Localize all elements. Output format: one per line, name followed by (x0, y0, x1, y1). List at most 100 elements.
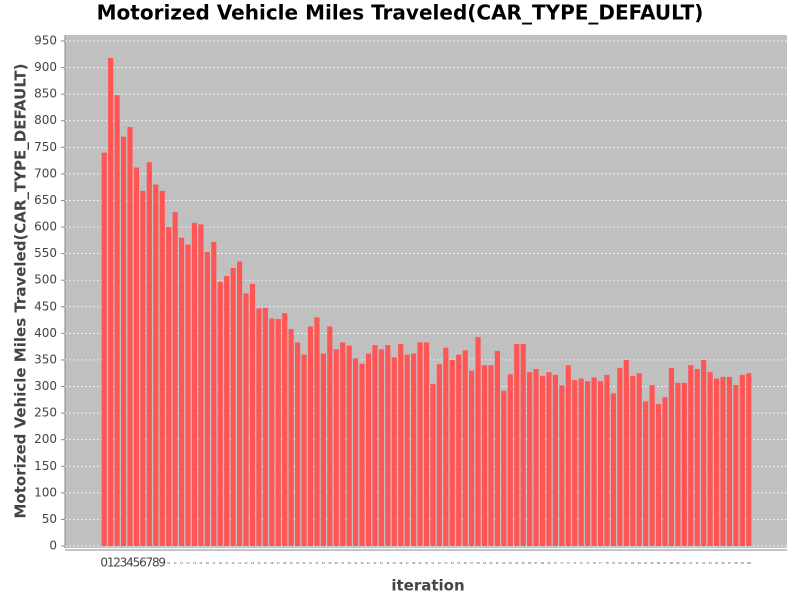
bar (475, 337, 481, 546)
x-tick-label: 32 (309, 561, 313, 565)
x-tick-label: 52 (438, 561, 442, 565)
x-tick-label: 58 (476, 561, 480, 565)
x-tick-label: 3 (120, 556, 128, 570)
x-tick-label: 96 (721, 561, 725, 565)
bar (430, 383, 436, 546)
bar (514, 344, 520, 546)
x-tick-label: 73 (573, 561, 577, 565)
bar (462, 350, 468, 546)
x-tick-label: 60 (489, 561, 493, 565)
x-tick-label: 94 (709, 561, 713, 565)
bar (398, 344, 404, 546)
x-tick-label: 81 (625, 561, 629, 565)
x-tick-label: 24 (257, 561, 261, 565)
x-tick-label: 50 (425, 561, 429, 565)
x-tick-label: 75 (586, 561, 590, 565)
x-tick-label: 34 (322, 561, 326, 565)
x-tick-label: 40 (360, 561, 364, 565)
bar (178, 237, 185, 546)
bar (340, 342, 346, 546)
x-tick-label: 0 (100, 556, 108, 570)
bar (623, 359, 629, 546)
bar (559, 385, 565, 546)
x-tick-label: 1 (107, 556, 115, 570)
bar (739, 374, 745, 546)
y-tick-label: 350 (34, 352, 57, 366)
y-tick-label: 650 (34, 193, 57, 207)
bar (185, 244, 191, 547)
bar (733, 384, 739, 546)
x-tick-label: 38 (348, 561, 352, 565)
x-tick-label: 12 (180, 561, 184, 565)
x-tick-label: 64 (515, 561, 519, 565)
bar (217, 281, 223, 546)
bar (539, 375, 546, 546)
bar (552, 374, 558, 546)
bar (488, 365, 494, 546)
bar (720, 376, 726, 546)
bar (585, 381, 591, 546)
x-tick-label: 15 (199, 561, 203, 565)
bar (546, 372, 552, 546)
x-tick-label: 26 (270, 561, 274, 565)
y-tick-label: 750 (34, 140, 57, 154)
bar (288, 329, 294, 546)
x-tick-label: 33 (315, 561, 319, 565)
x-tick-label: 74 (580, 561, 584, 565)
bar (249, 283, 256, 546)
x-tick-label: 54 (451, 561, 455, 565)
bar (726, 376, 733, 546)
x-tick-label: 36 (335, 561, 339, 565)
bar (133, 167, 140, 546)
x-tick-label: 92 (696, 561, 700, 565)
bar (378, 349, 384, 546)
x-tick-label: 87 (663, 561, 667, 565)
bar (262, 307, 268, 546)
y-tick-label: 800 (34, 113, 57, 127)
x-tick-label: 18 (219, 561, 223, 565)
bar (269, 318, 275, 546)
x-tick-label: 19 (225, 561, 229, 565)
x-tick-label: 48 (412, 561, 416, 565)
x-tick-label: 72 (567, 561, 571, 565)
x-tick-label: 65 (522, 561, 526, 565)
bar (649, 384, 655, 546)
bar (610, 393, 616, 546)
y-tick-label: 500 (34, 273, 57, 287)
bar (746, 373, 752, 546)
bar (507, 374, 513, 546)
bar (404, 354, 410, 546)
y-tick-label: 50 (42, 512, 57, 526)
bar (443, 347, 449, 546)
bar (701, 359, 707, 546)
x-tick-label: 71 (560, 561, 564, 565)
bar (688, 365, 694, 546)
x-tick-label: 59 (483, 561, 487, 565)
x-tick-label: 66 (528, 561, 532, 565)
x-tick-label: 61 (496, 561, 500, 565)
x-tick-label: 79 (612, 561, 616, 565)
x-tick-label: 7 (146, 556, 154, 570)
y-axis-title: Motorized Vehicle Miles Traveled(CAR_TYP… (12, 63, 30, 518)
y-tick-label: 450 (34, 299, 57, 313)
bar (481, 365, 488, 546)
y-tick-label: 900 (34, 60, 57, 74)
x-tick-label: 5 (133, 556, 141, 570)
x-tick-label: 51 (431, 561, 435, 565)
x-tick-label: 69 (547, 561, 551, 565)
x-tick-label: 23 (251, 561, 255, 565)
bar (655, 404, 662, 546)
bar (307, 326, 314, 546)
y-tick-label: 250 (34, 406, 57, 420)
y-tick-label: 100 (34, 485, 57, 499)
bar (456, 354, 462, 546)
x-tick-label: 10 (167, 561, 171, 565)
x-tick-label: 21 (238, 561, 242, 565)
bar (327, 326, 333, 546)
y-tick-label: 550 (34, 246, 57, 260)
x-tick-label: 9 (158, 556, 166, 570)
bar (572, 380, 578, 546)
bar (533, 368, 539, 546)
x-tick-label: 17 (212, 561, 216, 565)
